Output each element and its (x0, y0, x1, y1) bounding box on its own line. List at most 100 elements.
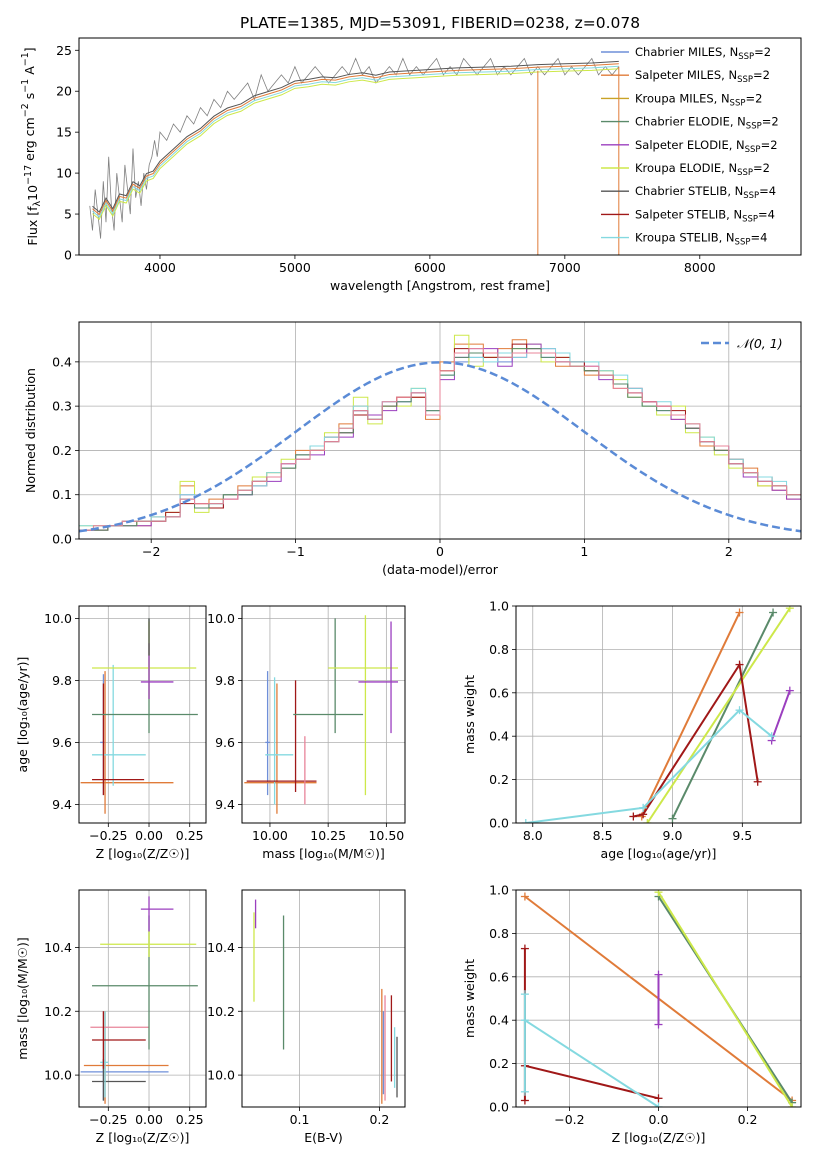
model-spectrum-krou_stelib (92, 65, 619, 218)
x-tick-label: −1 (286, 544, 304, 559)
y-axis-label-part: s (22, 93, 37, 104)
y-tick-label: 0.0 (489, 816, 509, 831)
y-axis-label-part: erg cm (22, 117, 37, 165)
legend-text: Kroupa ELODIE, N (635, 161, 737, 175)
weight-line-salp_stelib (633, 661, 759, 818)
plot-area (516, 606, 801, 823)
axes-frame (515, 889, 802, 1108)
legend-text: =4 (750, 231, 767, 245)
x-tick-label: −0.25 (89, 1112, 127, 1127)
y-tick-label: 0.6 (489, 685, 509, 700)
legend-entry: Salpeter ELODIE, NSSP=2 (635, 138, 778, 155)
y-axis-label: age [log₁₀(age/yr)] (15, 657, 30, 773)
legend-entry: 𝒩(0, 1) (737, 336, 783, 351)
y-tick-label: 10.0 (44, 611, 72, 626)
legend-entry: Kroupa ELODIE, NSSP=2 (635, 161, 770, 178)
y-axis-label-part: −1 (20, 79, 31, 93)
weight-line-krou_elodie (646, 607, 791, 823)
x-tick-label: −2 (142, 544, 160, 559)
legend-subscript: SSP (745, 145, 761, 155)
plot-area (89, 57, 620, 255)
legend-entry: Kroupa MILES, NSSP=2 (635, 91, 762, 108)
x-tick-label: 0 (436, 544, 444, 559)
plot-area (79, 322, 801, 539)
legend-subscript: SSP (746, 122, 762, 132)
x-tick-label: 0.2 (369, 1112, 389, 1127)
axes-frame (78, 321, 802, 540)
legend-text: Salpeter STELIB, N (635, 207, 742, 221)
histogram-chab_miles (79, 348, 801, 531)
y-tick-label: 10.4 (44, 940, 72, 955)
axes-frame (78, 605, 207, 824)
panel-age_vs_mass: 10.00 10.25 10.50 9.4 9.6 9.8 10.0 mass [log₁₀(… (207, 605, 406, 861)
y-tick-label: 10.2 (207, 1004, 235, 1019)
y-tick-label: 10.4 (207, 940, 235, 955)
legend-text: =2 (745, 91, 762, 105)
x-axis-label: age [log₁₀(age/yr)] (601, 846, 717, 861)
legend-entry: Chabrier MILES, NSSP=2 (635, 45, 771, 62)
y-tick-label: 0.8 (489, 926, 509, 941)
panel-age_vs_Z: −0.25 0.00 0.25 9.4 9.6 9.8 10.0 Z [log₁₀(Z/Z☉)… (15, 605, 207, 861)
y-axis-label-part: −2 (20, 103, 31, 117)
legend-text: =2 (762, 115, 779, 129)
legend-text: =2 (761, 138, 778, 152)
x-tick-label: 1 (580, 544, 588, 559)
y-tick-label: 9.8 (52, 673, 72, 688)
x-tick-label: 0.00 (135, 1112, 163, 1127)
x-tick-label: −0.25 (89, 828, 127, 843)
x-axis-label: wavelength [Angstrom, rest frame] (330, 278, 550, 293)
model-spectrum-krou_elodie (92, 68, 619, 221)
y-tick-label: 9.4 (215, 797, 235, 812)
y-axis-label: Flux [fλ10−17 erg cm−2 s−1 A−1] (20, 47, 43, 245)
x-tick-label: 8.0 (523, 828, 543, 843)
y-axis-label: mass weight (462, 959, 477, 1038)
legend-text: Chabrier MILES, N (635, 45, 738, 59)
legend-subscript: SSP (737, 75, 753, 85)
legend-text: =2 (754, 45, 771, 59)
y-tick-label: 0.0 (52, 532, 72, 547)
y-tick-label: 9.8 (215, 673, 235, 688)
y-tick-label: 0.4 (52, 354, 72, 369)
weight-line-salp_miles (640, 612, 741, 817)
y-tick-label: 0.8 (489, 642, 509, 657)
y-tick-label: 10.0 (207, 611, 235, 626)
legend-text: Chabrier ELODIE, N (635, 115, 746, 129)
histogram-krou_stelib (79, 348, 801, 527)
legend-text: Kroupa MILES, N (635, 91, 730, 105)
x-tick-label: 10.50 (368, 828, 404, 843)
x-tick-label: 10.25 (310, 828, 346, 843)
weight-line-krou_elodie (657, 891, 793, 1107)
legend-entry: Salpeter MILES, NSSP=2 (635, 68, 770, 85)
panel-residuals: −2 −1 0 1 2 0.0 0.1 0.2 0.3 0.4 (data-model)/error… (23, 321, 802, 577)
y-tick-label: 5 (64, 207, 72, 222)
y-tick-label: 20 (56, 84, 72, 99)
y-axis-label-part: −1 (20, 52, 31, 66)
axes-frame (78, 889, 207, 1108)
model-spectrum-salp_miles (92, 63, 619, 216)
y-tick-label: 25 (56, 43, 72, 58)
observed-spectrum-line (89, 57, 620, 239)
x-tick-label: 0.2 (738, 1112, 758, 1127)
x-tick-label: 6000 (414, 260, 446, 275)
x-axis-label: E(B-V) (304, 1130, 343, 1145)
legend-entry: Chabrier STELIB, NSSP=4 (635, 184, 776, 201)
plot-area (79, 890, 206, 1107)
y-axis-label-part: −17 (23, 165, 34, 185)
legend-entry: Chabrier ELODIE, NSSP=2 (635, 115, 779, 132)
panel-mass_vs_EBV: 0.1 0.2 10.0 10.2 10.4 E(B-V) (207, 889, 406, 1145)
x-axis-label: Z [log₁₀(Z/Z☉)] (96, 846, 190, 861)
x-tick-label: 8.5 (593, 828, 613, 843)
histogram-pink (79, 348, 801, 531)
y-tick-label: 10.2 (44, 1004, 72, 1019)
y-tick-label: 0.3 (52, 399, 72, 414)
plot-area (516, 890, 801, 1107)
y-tick-label: 10.0 (44, 1068, 72, 1083)
panel-spectrum: 4000 5000 6000 7000 8000 0 5 10 15 20 25 wavelength… (20, 37, 802, 293)
y-tick-label: 0.4 (489, 729, 509, 744)
x-tick-label: 7000 (549, 260, 581, 275)
y-axis-label: Normed distribution (23, 368, 38, 493)
legend-subscript: SSP (738, 52, 754, 62)
legend-text: =2 (753, 68, 770, 82)
weight-line-krou_stelib (525, 708, 773, 823)
plot-area (242, 606, 405, 823)
